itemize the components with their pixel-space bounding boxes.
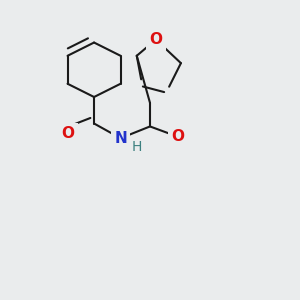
- Text: O: O: [149, 32, 162, 47]
- Text: H: H: [132, 140, 142, 154]
- Text: N: N: [114, 131, 127, 146]
- Text: O: O: [172, 129, 184, 144]
- Text: O: O: [61, 126, 74, 141]
